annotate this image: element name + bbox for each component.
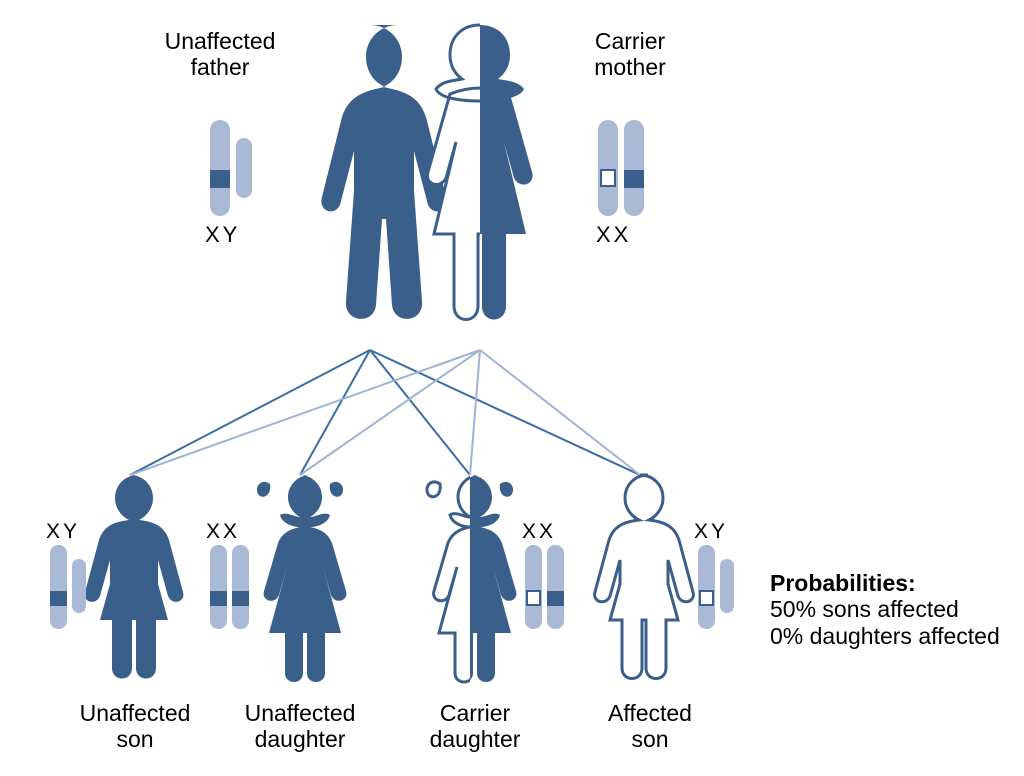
child4-chromosomes [698, 545, 734, 629]
mother-label: Carrier mother [560, 28, 700, 81]
probabilities-line1: 50% sons affected [770, 596, 959, 622]
child3-chromosomes [525, 545, 564, 629]
child4-chrom-label: XY [694, 520, 728, 544]
mother-chrom-label: XX [596, 222, 631, 247]
child2-chrom-label: XX [206, 520, 240, 544]
father-label: Unaffected father [140, 28, 300, 81]
mother-figure [427, 25, 532, 320]
child4-label: Affectedson [575, 700, 725, 753]
child3-label: Carrierdaughter [400, 700, 550, 753]
child3-chrom-label: XX [522, 520, 556, 544]
child1-figure [85, 475, 184, 679]
child1-chromosomes [50, 545, 86, 629]
child1-chrom-label: XY [46, 520, 80, 544]
figures-layer [0, 0, 1024, 776]
child1-label: Unaffectedson [60, 700, 210, 753]
probabilities-block: Probabilities: 50% sons affected 0% daug… [770, 570, 1020, 649]
probabilities-title: Probabilities: [770, 570, 916, 596]
child2-label: Unaffecteddaughter [225, 700, 375, 753]
probabilities-line2: 0% daughters affected [770, 623, 1000, 649]
child4-figure [595, 475, 694, 679]
inheritance-diagram: { "colors": { "dark": "#3a5f8a", "light"… [0, 0, 1024, 776]
child2-figure [257, 475, 346, 682]
mother-chromosomes [598, 120, 644, 216]
child3-figure [427, 475, 516, 682]
father-chromosomes [210, 120, 252, 216]
child2-chromosomes [210, 545, 249, 629]
father-chrom-label: XY [205, 222, 240, 247]
